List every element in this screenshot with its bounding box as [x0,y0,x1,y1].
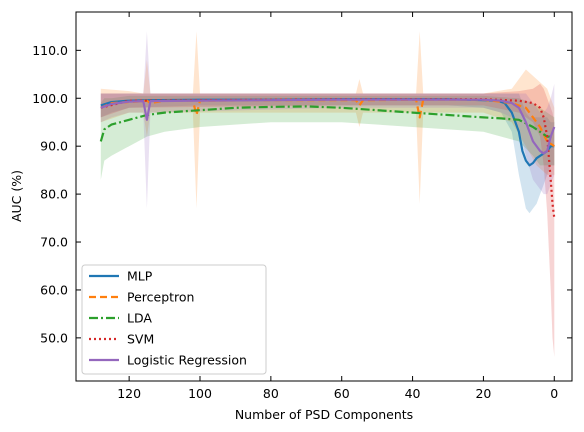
x-tick-label: 80 [263,386,279,401]
y-tick-label: 60.0 [40,282,68,297]
x-axis-label: Number of PSD Components [235,407,413,422]
y-axis-label: AUC (%) [9,170,24,222]
legend-label: Logistic Regression [127,353,247,368]
legend: MLP Perceptron LDA SVM Logistic Regression [81,264,267,375]
y-tick-label: 80.0 [40,187,68,202]
y-axis: 50.0 60.0 70.0 80.0 90.0 100.0 110.0 [32,43,572,345]
band-series-0 [100,93,555,214]
x-tick-label: 120 [117,386,141,401]
series-lines [99,98,556,219]
legend-label: LDA [127,311,152,326]
y-tick-label: 70.0 [40,235,68,250]
plot-frame [75,11,573,382]
y-tick-label: 90.0 [40,139,68,154]
x-tick-label: 0 [550,386,558,401]
band-series-2 [100,95,555,180]
x-tick-label: 100 [188,386,212,401]
x-tick-label: 60 [334,386,350,401]
legend-label: Perceptron [127,290,194,305]
legend-frame [81,264,267,375]
legend-label: SVM [127,332,154,347]
band-series-4 [100,31,555,209]
x-tick-label: 20 [475,386,491,401]
y-tick-label: 100.0 [32,91,68,106]
x-tick-label: 40 [405,386,421,401]
confidence-bands [100,31,555,358]
line-series-3 [100,98,556,219]
y-tick-label: 110.0 [32,43,68,58]
x-axis: 120 100 80 60 40 20 0 [117,12,558,401]
line-series-4 [100,98,556,155]
legend-label: MLP [127,269,153,284]
y-tick-label: 50.0 [40,330,68,345]
